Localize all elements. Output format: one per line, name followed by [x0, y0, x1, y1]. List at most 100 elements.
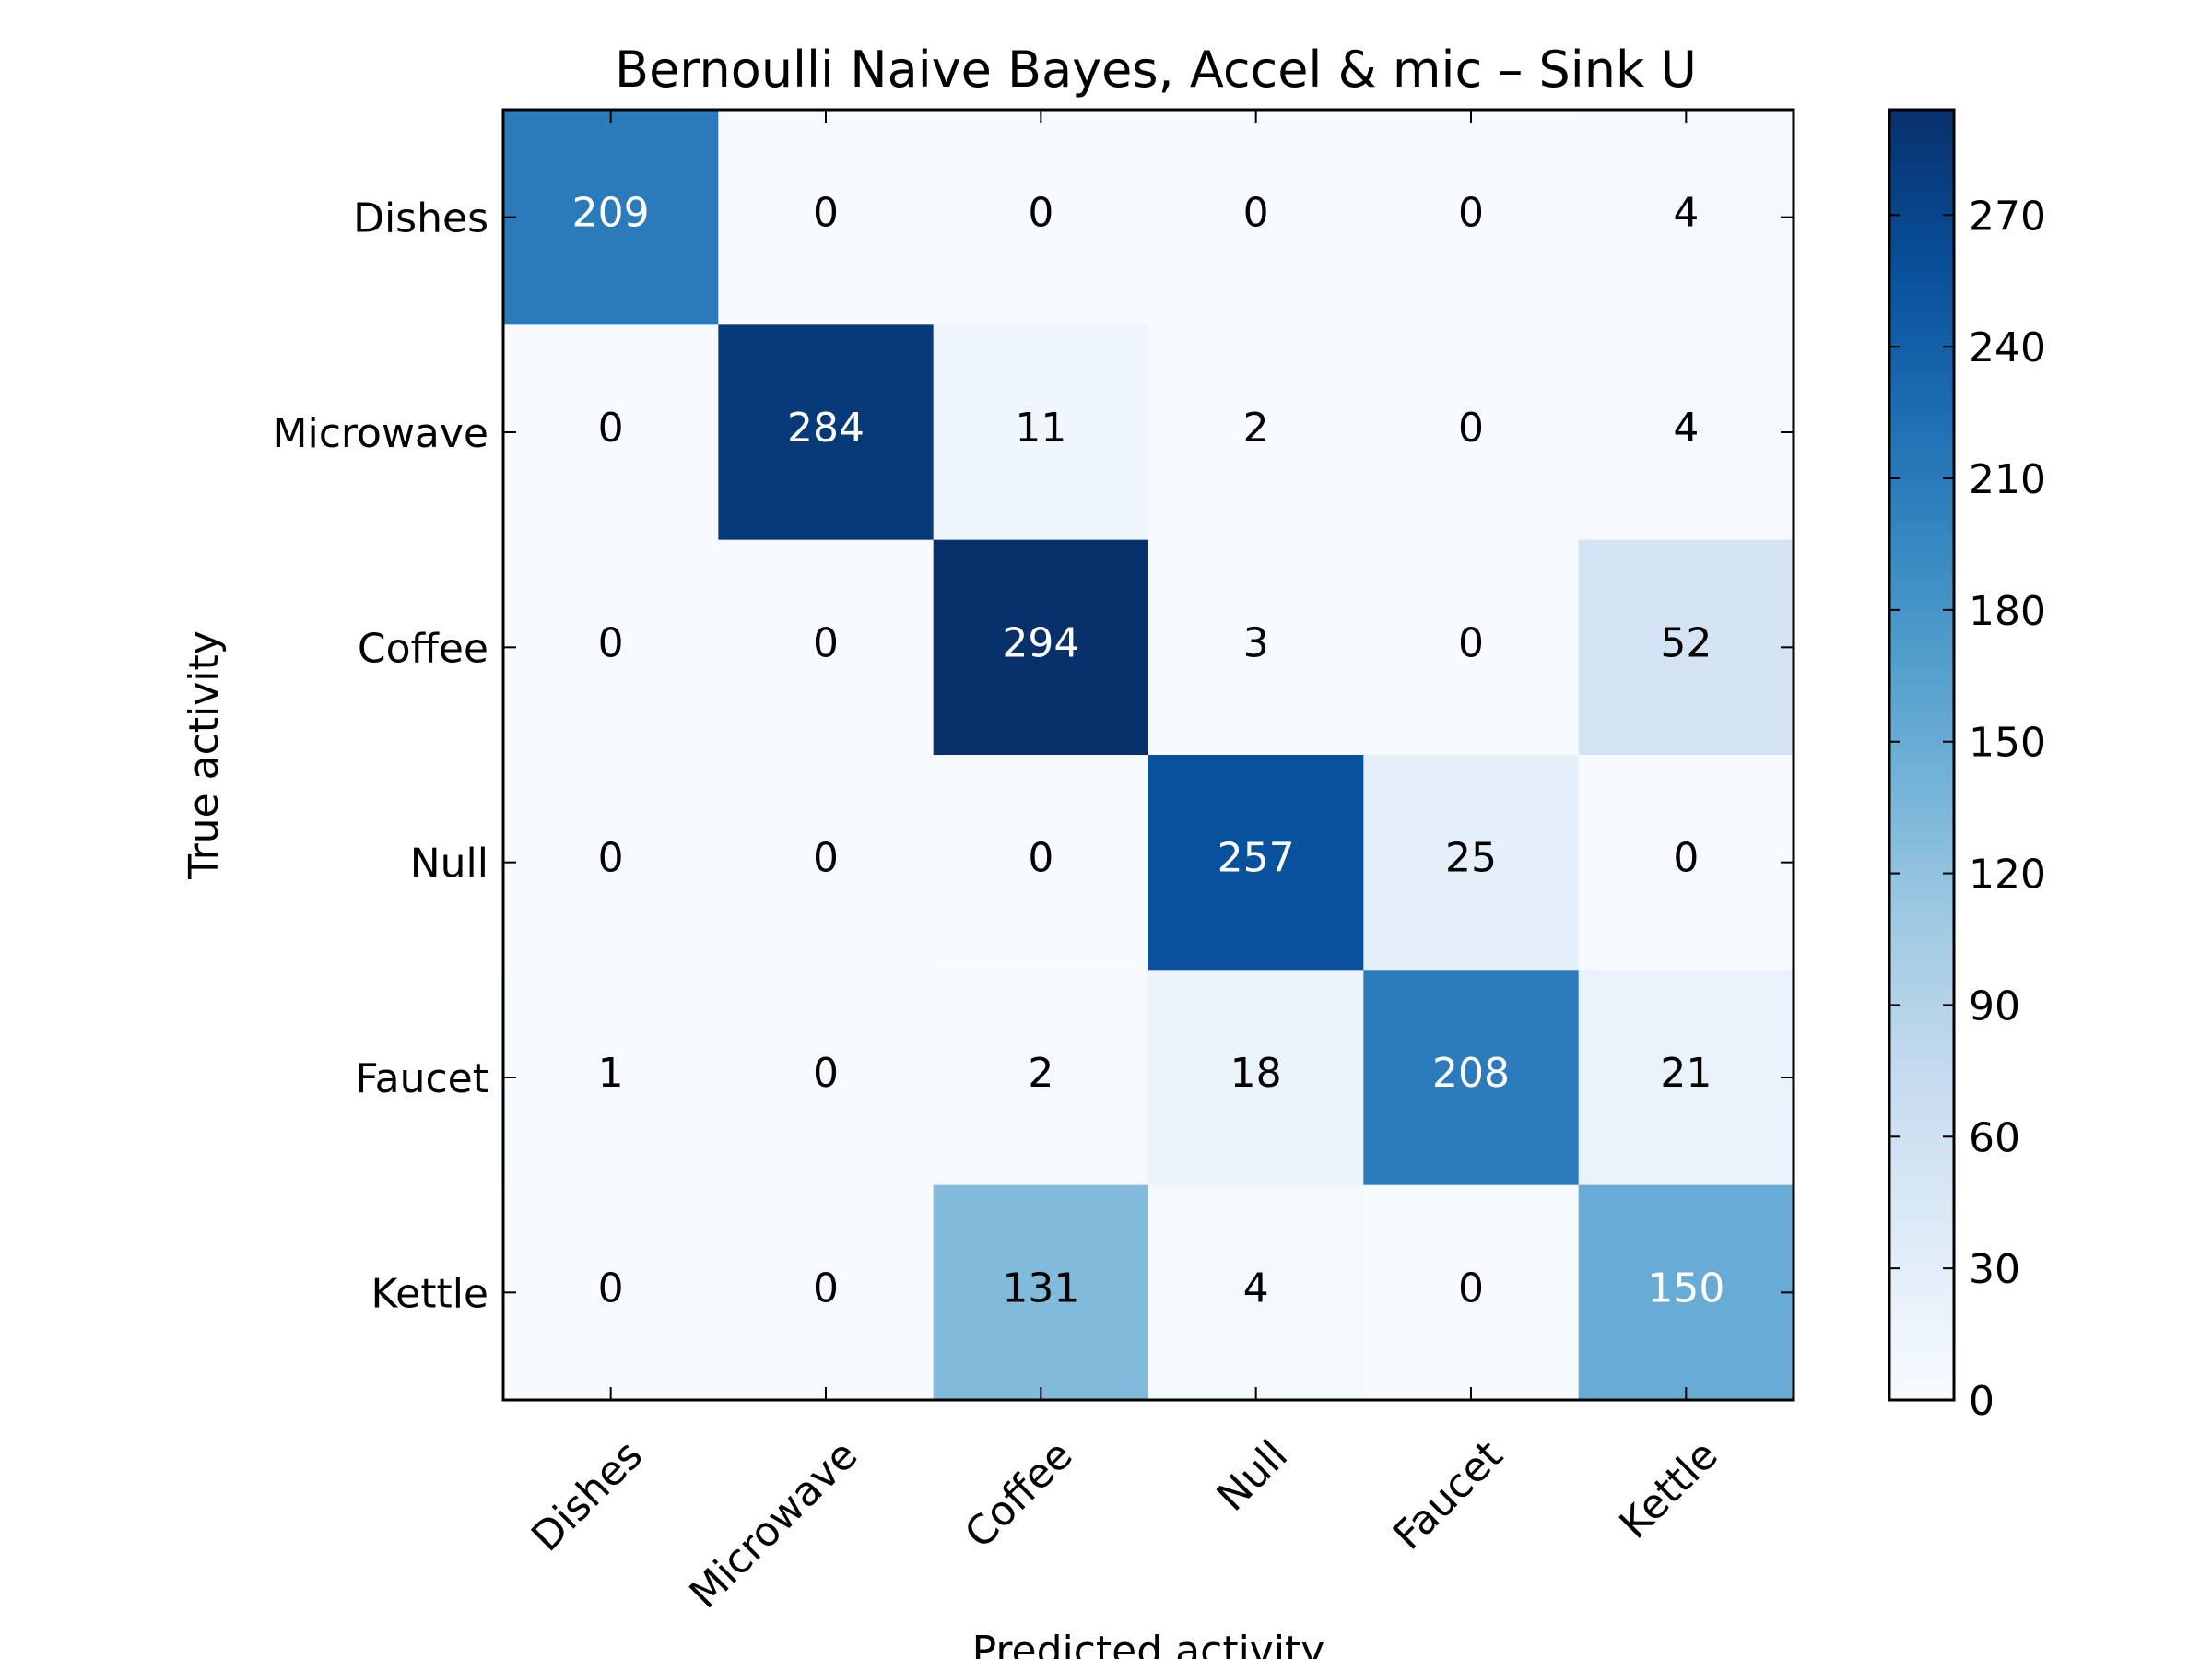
heatmap-cell [718, 324, 935, 541]
cell-value-label: 3 [1243, 619, 1269, 666]
y-tick-label: Microwave [273, 410, 488, 457]
colorbar-tick-label: 180 [1969, 588, 2046, 635]
cell-value-label: 0 [1028, 835, 1053, 882]
heatmap-cell [503, 110, 719, 325]
cell-value-label: 52 [1660, 619, 1712, 666]
heatmap-cell [1578, 755, 1794, 971]
heatmap-cell [1148, 539, 1364, 756]
cell-value-label: 131 [1002, 1265, 1079, 1312]
cell-value-label: 4 [1673, 190, 1699, 237]
heatmap-cell [718, 970, 935, 1186]
heatmap-cell [503, 970, 719, 1186]
heatmap-cell [718, 110, 935, 325]
heatmap-cell [1363, 970, 1580, 1186]
heatmap-cell [1148, 755, 1364, 971]
heatmap-cell [1363, 1184, 1580, 1401]
cell-value-label: 209 [572, 190, 650, 237]
cell-value-label: 208 [1432, 1050, 1510, 1097]
cell-value-label: 0 [1028, 190, 1053, 237]
colorbar [1888, 108, 1956, 1402]
heatmap-cell [1148, 324, 1364, 541]
colorbar-tick-label: 30 [1969, 1246, 2020, 1293]
colorbar-tick-label: 60 [1969, 1114, 2020, 1161]
cell-value-label: 0 [598, 405, 624, 452]
heatmap-cell [933, 755, 1149, 971]
y-tick-label: Dishes [353, 195, 488, 242]
x-tick-label: Faucet [1384, 1431, 1512, 1559]
heatmap-cell [1578, 110, 1794, 325]
x-tick-label: Microwave [681, 1431, 867, 1618]
cell-value-label: 18 [1230, 1050, 1282, 1097]
cell-value-label: 0 [813, 190, 839, 237]
colorbar-tick-label: 120 [1969, 852, 2046, 899]
cell-value-label: 2 [1243, 405, 1269, 452]
colorbar-tick-label: 0 [1969, 1378, 1994, 1425]
cell-value-label: 0 [1243, 190, 1269, 237]
cell-value-label: 0 [813, 1265, 839, 1312]
heatmap-cell [1148, 970, 1364, 1186]
chart-title: Bernoulli Naive Bayes, Accel & mic – Sin… [615, 41, 1697, 99]
heatmap-cell [933, 324, 1149, 541]
cell-value-label: 294 [1002, 619, 1079, 666]
heatmap-cells [503, 110, 1794, 1401]
cell-value-label: 2 [1028, 1050, 1053, 1097]
x-tick-labels: Dishes Microwave Coffee Null Faucet Kettle [523, 1431, 1727, 1618]
heatmap-cell [1578, 970, 1794, 1186]
heatmap-cell [1363, 539, 1580, 756]
cell-value-label: 257 [1218, 835, 1295, 882]
heatmap-cell [718, 539, 935, 756]
cell-value-label: 4 [1673, 405, 1699, 452]
heatmap-cell [933, 539, 1149, 756]
cell-value-label: 0 [813, 835, 839, 882]
heatmap-cell [1363, 324, 1580, 541]
colorbar-ticks: 0 30 60 90 120 150 180 210 240 270 [1889, 193, 2046, 1425]
cell-value-label: 150 [1647, 1265, 1724, 1312]
colorbar-tick-label: 210 [1969, 456, 2046, 503]
cell-value-label: 25 [1445, 835, 1497, 882]
y-axis-label: True activity [181, 630, 228, 880]
heatmap-cell-labels: 209 0 0 0 0 4 0 284 11 2 0 4 0 0 294 3 0 52 0 0 0 257 25 0 1 0 2 18… [572, 190, 1725, 1312]
heatmap-cell [1148, 1184, 1364, 1401]
heatmap-cell [503, 539, 719, 756]
x-axis-label: Predicted activity [972, 1628, 1325, 1659]
heatmap-cell [503, 324, 719, 541]
heatmap-cell [1578, 539, 1794, 756]
cell-value-label: 0 [598, 1265, 624, 1312]
y-tick-label: Kettle [371, 1270, 488, 1317]
y-tick-label: Null [410, 841, 488, 888]
y-tick-label: Faucet [355, 1055, 488, 1102]
x-tick-label: Coffee [956, 1431, 1082, 1558]
heatmap-cell [503, 1184, 719, 1401]
cell-value-label: 1 [598, 1050, 624, 1097]
cell-value-label: 0 [813, 1050, 839, 1097]
cell-value-label: 11 [1015, 405, 1066, 452]
cell-value-label: 0 [813, 619, 839, 666]
y-tick-labels: Dishes Microwave Coffee Null Faucet Kettle [273, 195, 488, 1318]
cell-value-label: 4 [1243, 1265, 1269, 1312]
colorbar-tick-label: 270 [1969, 193, 2046, 240]
axis-ticks [503, 110, 1794, 1400]
heatmap-cell [1148, 110, 1364, 325]
cell-value-label: 21 [1660, 1050, 1712, 1097]
heatmap-cell [503, 755, 719, 971]
heatmap-cell [718, 755, 935, 971]
cell-value-label: 0 [1458, 619, 1484, 666]
cell-value-label: 0 [598, 835, 624, 882]
heatmap-cell [1363, 755, 1580, 971]
heatmap-cell [1578, 324, 1794, 541]
heatmap-cell [933, 1184, 1149, 1401]
colorbar-tick-label: 150 [1969, 720, 2046, 767]
heatmap-cell [718, 1184, 935, 1401]
colorbar-tick-label: 90 [1969, 982, 2020, 1030]
x-tick-label: Dishes [523, 1431, 652, 1560]
colorbar-tick-label: 240 [1969, 324, 2046, 371]
cell-value-label: 0 [1673, 835, 1699, 882]
heatmap-cell [1363, 110, 1580, 325]
heatmap-cell [1578, 1184, 1794, 1401]
x-tick-label: Null [1208, 1431, 1297, 1520]
cell-value-label: 0 [1458, 405, 1484, 452]
plot-frame [501, 108, 1795, 1402]
cell-value-label: 0 [1458, 1265, 1484, 1312]
cell-value-label: 284 [787, 405, 865, 452]
